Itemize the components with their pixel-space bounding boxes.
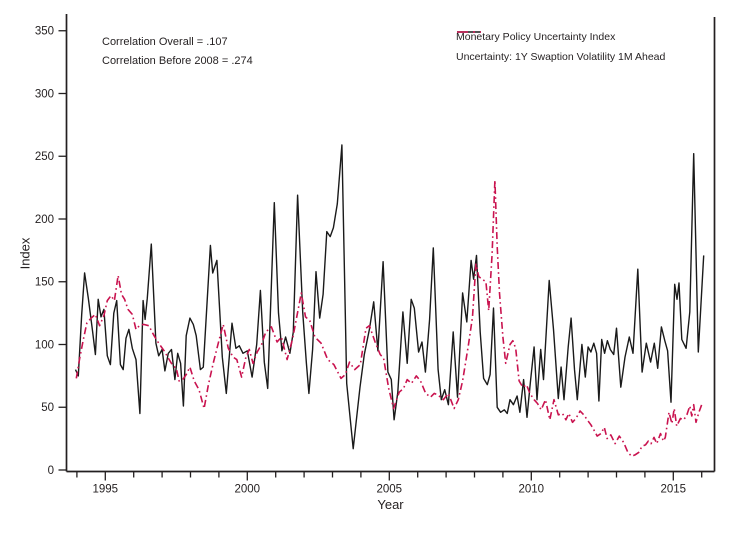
annotation-correlation-overall: Correlation Overall = .107 <box>102 36 228 48</box>
x-tick-label: 1995 <box>93 484 119 496</box>
y-tick-label: 0 <box>48 465 54 477</box>
y-tick-label: 250 <box>35 151 54 163</box>
x-tick-label: 2005 <box>377 484 403 496</box>
series-line-mpu-index <box>74 144 705 450</box>
y-tick-label: 50 <box>41 402 54 414</box>
y-tick-label: 350 <box>35 26 54 38</box>
correlation-annotations: Correlation Overall = .107 Correlation B… <box>102 33 253 71</box>
y-tick-label: 300 <box>35 88 54 100</box>
series-line-swaption-volatility <box>75 179 703 457</box>
legend-label-swaption: Uncertainty: 1Y Swaption Volatility 1M A… <box>456 51 666 63</box>
x-tick-label: 2010 <box>519 484 545 496</box>
y-tick-label: 200 <box>35 214 54 226</box>
y-axis-title: Index <box>17 237 33 270</box>
x-axis-title: Year <box>377 497 404 512</box>
legend-label-mpu: Monetary Policy Uncertainty Index <box>456 31 616 43</box>
x-tick-label: 2015 <box>661 484 687 496</box>
legend-item-swaption: Uncertainty: 1Y Swaption Volatility 1M A… <box>456 31 666 67</box>
legend-item-mpu: Monetary Policy Uncertainty Index <box>456 27 665 47</box>
x-tick-label: 2000 <box>235 484 261 496</box>
y-tick-label: 100 <box>35 339 54 351</box>
annotation-correlation-before-2008: Correlation Before 2008 = .274 <box>102 55 253 67</box>
legend: Monetary Policy Uncertainty Index Uncert… <box>456 27 665 67</box>
y-tick-label: 150 <box>35 277 54 289</box>
dash-dot-line-swatch-icon <box>457 31 481 33</box>
